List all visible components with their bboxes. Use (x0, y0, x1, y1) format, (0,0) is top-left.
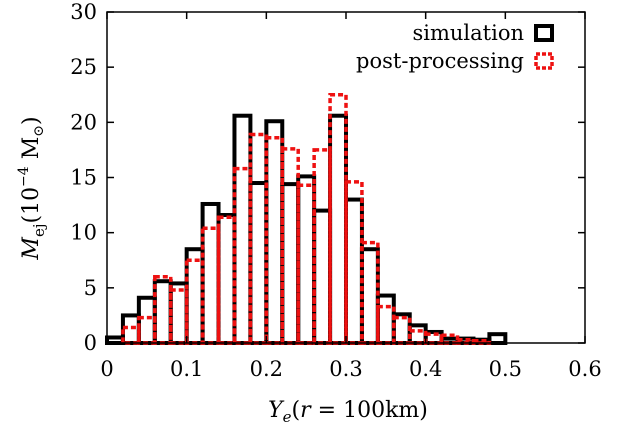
post-processing-bar-17 (376, 304, 396, 345)
x-tick-label-1: 0.1 (170, 357, 203, 381)
legend-swatch-post-processing (534, 52, 554, 70)
y-tick-label-3: 15 (70, 166, 97, 190)
simulation-bar-3 (152, 279, 173, 346)
post-processing-bar-14 (328, 93, 348, 345)
y-tick-label-6: 30 (70, 0, 97, 24)
simulation-bar-5 (184, 247, 205, 345)
post-processing-bar-5 (184, 258, 205, 345)
simulation-bar-24 (487, 332, 508, 346)
post-processing-bar-6 (200, 226, 221, 345)
post-processing-bar-18 (392, 315, 412, 345)
simulation-bar-0 (105, 335, 125, 346)
simulation-bar-16 (359, 247, 380, 345)
y-tick-label-0: 0 (84, 331, 97, 355)
post-processing-bar-11 (280, 147, 300, 345)
post-processing-bar-16 (360, 240, 380, 345)
post-processing-bar-4 (168, 288, 189, 345)
ticks-layer: 0 0.1 0.2 0.3 0.4 0.5 0.6 0 5 10 15 20 25 30 (70, 0, 601, 381)
simulation-bar-7 (216, 213, 237, 345)
y-tick-label-5: 25 (70, 55, 97, 79)
legend-swatch-simulation (534, 24, 554, 42)
simulation-bar-13 (312, 208, 333, 345)
x-tick-label-6: 0.6 (568, 357, 601, 381)
simulation-bar-19 (407, 323, 428, 346)
y-tick-label-4: 20 (70, 110, 97, 134)
simulation-bar-11 (280, 182, 301, 345)
simulation-bar-2 (136, 295, 157, 346)
post-processing-bar-15 (344, 180, 364, 345)
simulation-bar-9 (248, 181, 269, 345)
legend-label-post-processing: post-processing (356, 49, 524, 73)
simulation-bar-14 (328, 113, 349, 345)
post-processing-bar-2 (137, 315, 157, 345)
y-tick-label-2: 10 (70, 221, 97, 245)
post-processing-bar-8 (232, 166, 253, 345)
simulation-bar-8 (232, 113, 253, 345)
simulation-bar-4 (168, 281, 189, 346)
post-processing-bar-7 (216, 215, 237, 345)
legend: simulation post-processing (356, 21, 554, 73)
x-tick-label-5: 0.5 (489, 357, 522, 381)
y-tick-label-1: 5 (84, 276, 97, 300)
post-processing-bar-13 (312, 148, 332, 345)
y-axis-title: Mej(10−4 M⊙) (16, 116, 48, 260)
bars-layer (105, 93, 508, 346)
simulation-bar-6 (200, 201, 221, 345)
simulation-bar-17 (375, 293, 396, 346)
x-tick-label-3: 0.3 (329, 357, 362, 381)
post-processing-bar-9 (248, 132, 269, 345)
x-axis-title: Ye(r = 100km) (268, 398, 428, 426)
post-processing-bar-1 (121, 325, 141, 345)
legend-label-simulation: simulation (413, 21, 525, 45)
x-tick-label-2: 0.2 (250, 357, 283, 381)
post-processing-bar-10 (264, 136, 285, 345)
post-processing-bar-12 (296, 183, 316, 345)
simulation-bar-10 (264, 119, 285, 346)
simulation-bar-12 (296, 174, 317, 345)
post-processing-bar-3 (153, 275, 173, 345)
simulation-bar-15 (344, 197, 364, 345)
x-tick-label-0: 0 (100, 357, 113, 381)
x-tick-label-4: 0.4 (409, 357, 442, 381)
